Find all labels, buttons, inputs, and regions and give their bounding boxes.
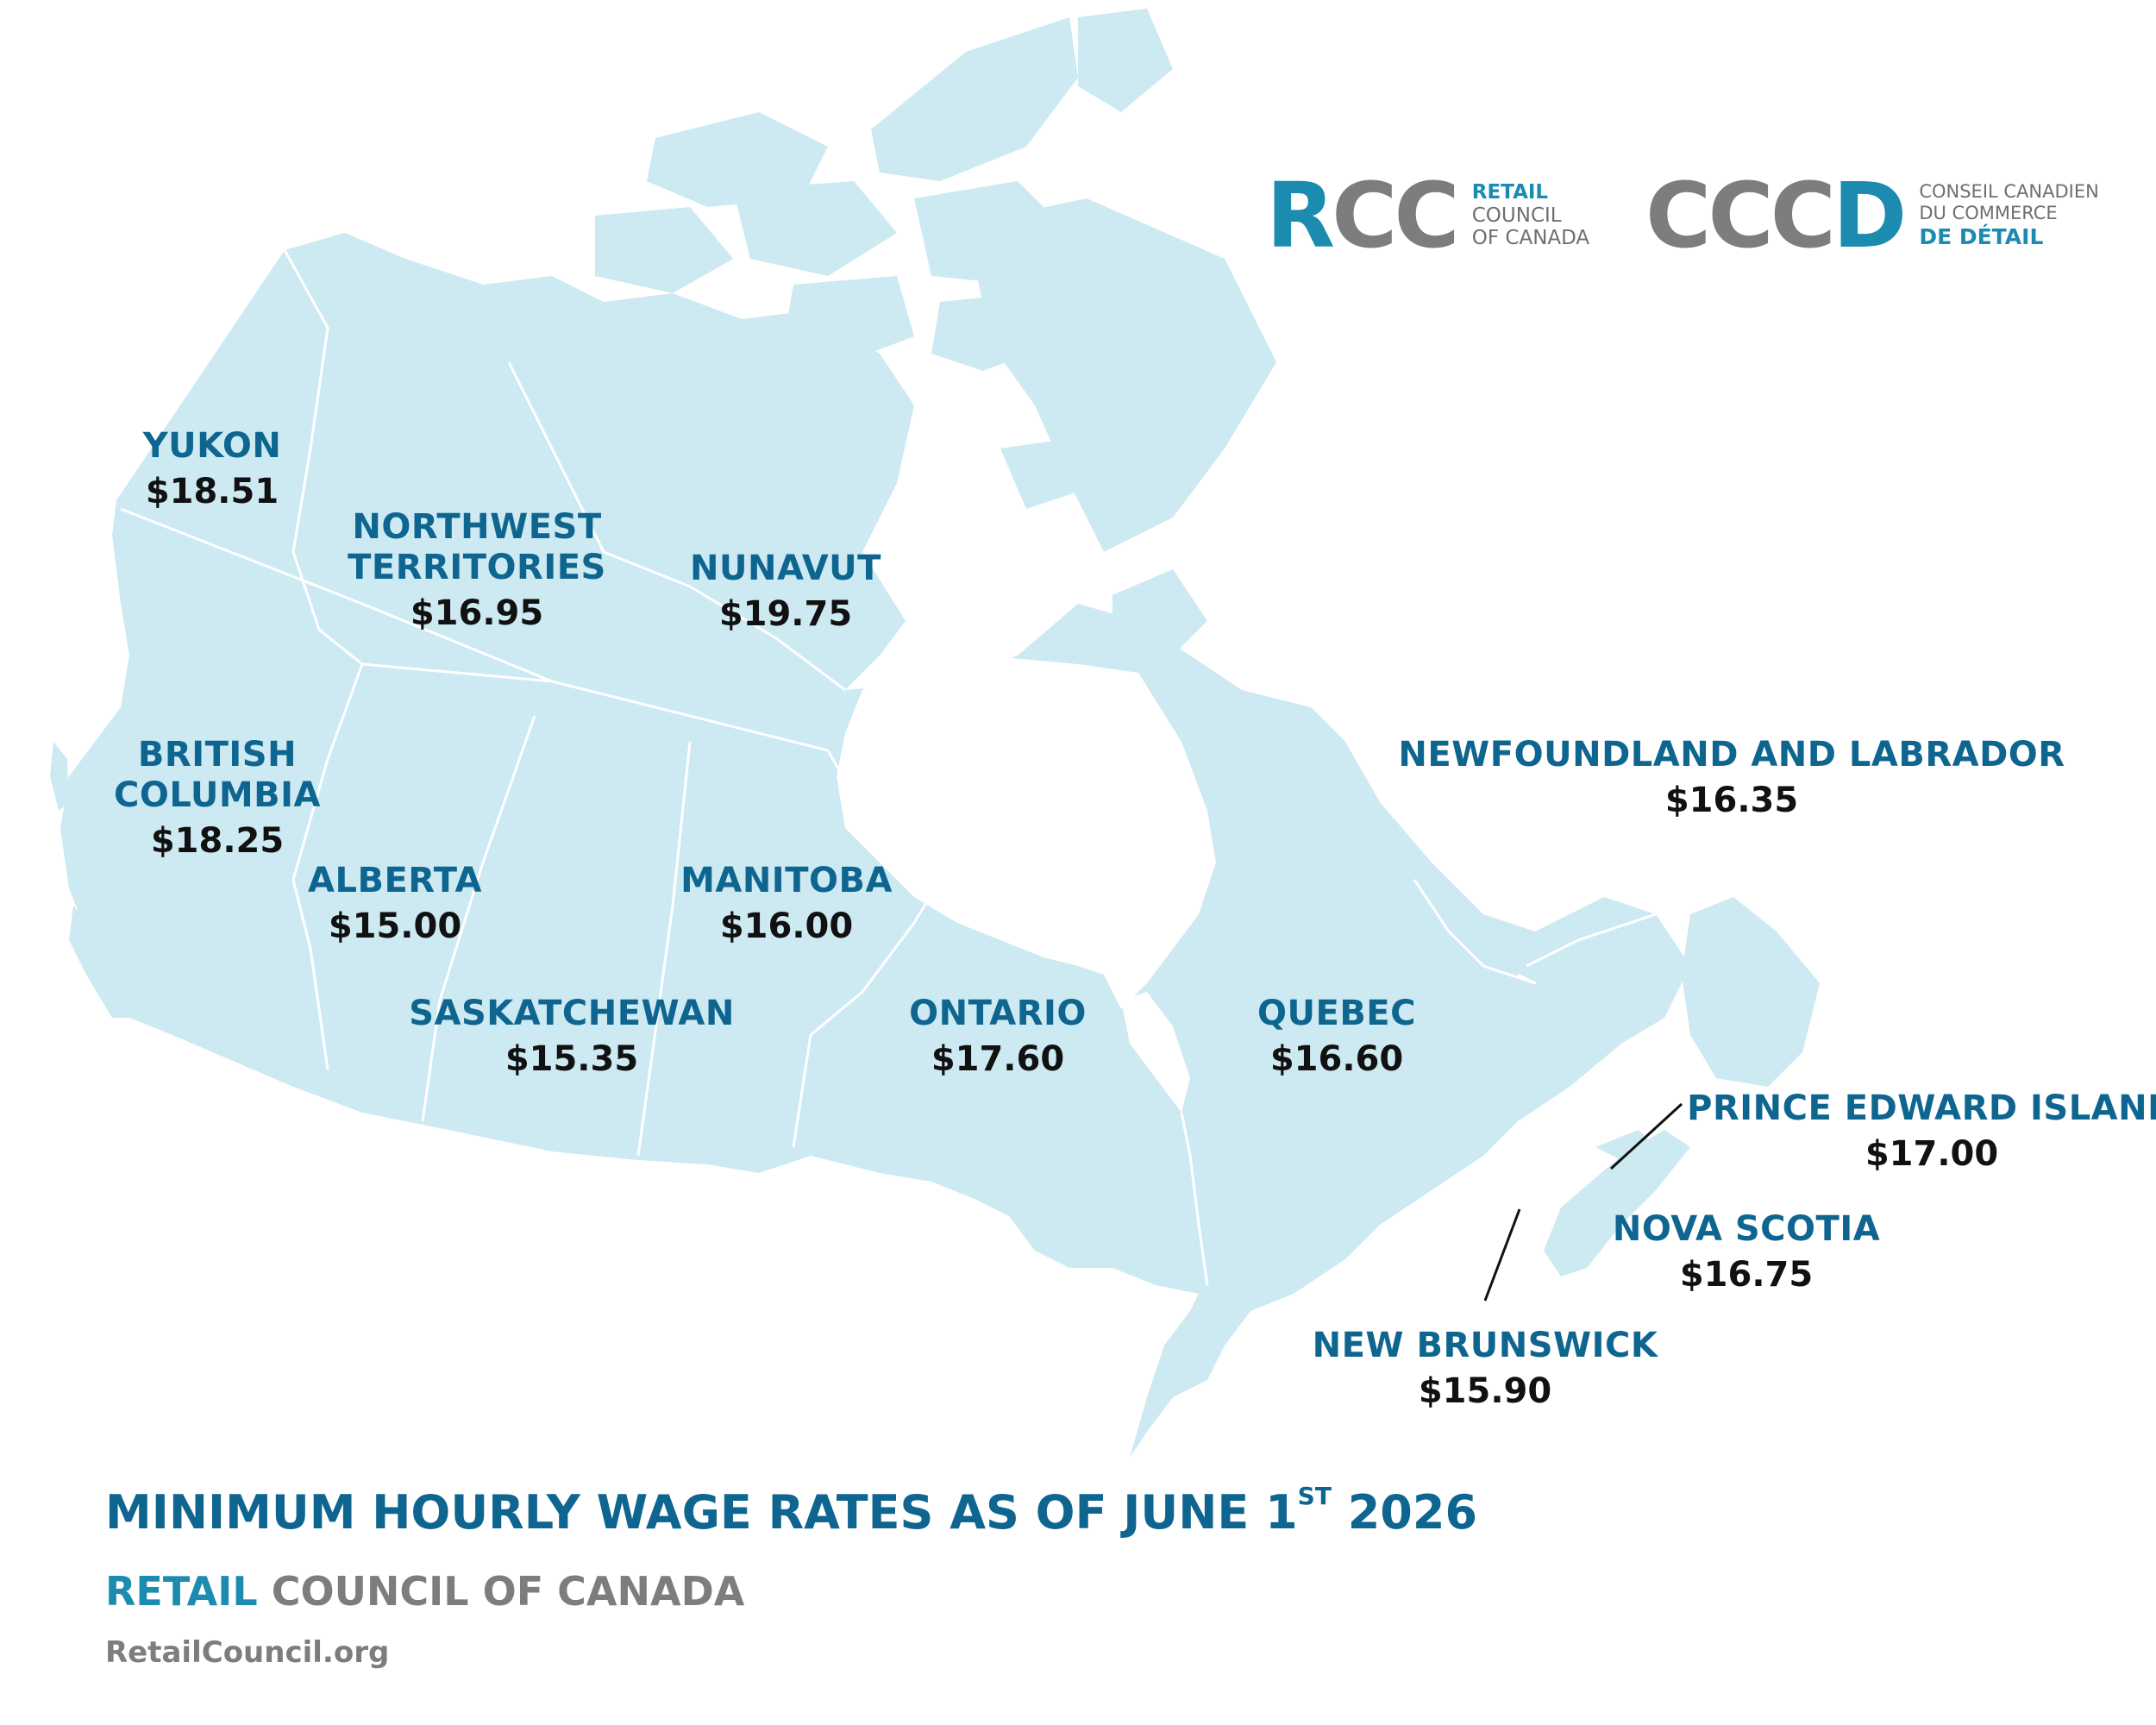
- province-rate: $18.51: [145, 472, 279, 512]
- province-rate: $16.00: [719, 906, 854, 947]
- vancouver-island: [69, 906, 129, 1018]
- province-rate: $16.75: [1679, 1255, 1814, 1295]
- label-yukon: YUKON $18.51: [143, 426, 282, 512]
- label-prince-edward-island: PRINCE EDWARD ISLAND $17.00: [1687, 1088, 2156, 1175]
- cccd-logo-d: D: [1832, 163, 1907, 268]
- website-url: RetailCouncil.org: [105, 1635, 390, 1670]
- rcc-logo-r: R: [1266, 163, 1335, 268]
- label-manitoba: MANITOBA $16.00: [680, 861, 893, 947]
- province-name: ALBERTA: [308, 861, 482, 900]
- label-ontario: ONTARIO $17.60: [909, 994, 1087, 1080]
- province-name: PRINCE EDWARD ISLAND: [1687, 1088, 2156, 1128]
- province-name: NOVA SCOTIA: [1612, 1209, 1881, 1249]
- pei-shape: [1595, 1130, 1656, 1160]
- province-name: NEWFOUNDLAND AND LABRADOR: [1398, 735, 2065, 775]
- province-name: YUKON: [142, 426, 282, 466]
- rcc-logo-line2: COUNCIL: [1471, 204, 1562, 227]
- province-name: QUEBEC: [1257, 994, 1416, 1033]
- province-name: MANITOBA: [680, 861, 893, 900]
- label-quebec: QUEBEC $16.60: [1257, 994, 1416, 1080]
- province-rate: $15.35: [505, 1039, 639, 1080]
- province-name: ONTARIO: [909, 994, 1087, 1033]
- label-new-brunswick: NEW BRUNSWICK $15.90: [1313, 1326, 1658, 1412]
- organization-name: RETAIL COUNCIL OF CANADA: [105, 1568, 744, 1615]
- province-name: SASKATCHEWAN: [409, 994, 735, 1033]
- cccd-logo: CCCD CONSEIL CANADIEN DU COMMERCE DE DÉT…: [1645, 171, 2099, 260]
- province-name-line2: TERRITORIES: [348, 548, 606, 588]
- province-name: NUNAVUT: [690, 549, 881, 588]
- newfoundland-island: [1682, 897, 1820, 1087]
- label-alberta: ALBERTA $15.00: [308, 861, 482, 947]
- page-title: MINIMUM HOURLY WAGE RATES AS OF JUNE 1ST…: [105, 1482, 1478, 1540]
- org-council: COUNCIL OF CANADA: [257, 1568, 745, 1615]
- province-name-line2: COLUMBIA: [113, 775, 322, 816]
- province-rate: $17.00: [1865, 1134, 1999, 1175]
- province-rate: $16.35: [1664, 781, 1799, 821]
- rcc-logo-line3: OF CANADA: [1471, 227, 1590, 250]
- province-rate: $15.90: [1418, 1371, 1552, 1412]
- arctic-islands: [595, 9, 1276, 664]
- label-british-columbia: BRITISH COLUMBIA $18.25: [114, 735, 321, 862]
- province-rate: $19.75: [718, 594, 853, 635]
- label-northwest-territories: NORTHWEST TERRITORIES $16.95: [348, 507, 606, 635]
- pei-leader-line: [1609, 1102, 1683, 1170]
- label-nova-scotia: NOVA SCOTIA $16.75: [1613, 1209, 1880, 1295]
- label-saskatchewan: SASKATCHEWAN $15.35: [409, 994, 735, 1080]
- cccd-logo-line1: CONSEIL CANADIEN: [1919, 181, 2099, 203]
- hudson-bay: [837, 656, 1216, 1009]
- nb-leader-line: [1483, 1208, 1521, 1302]
- province-name: BRITISH: [137, 735, 298, 775]
- label-nunavut: NUNAVUT $19.75: [690, 549, 881, 635]
- haida-gwaii: [50, 742, 69, 811]
- province-rate: $18.25: [150, 821, 285, 862]
- cccd-logo-line2: DU COMMERCE: [1919, 203, 2058, 224]
- province-rate: $17.60: [931, 1039, 1065, 1080]
- nova-scotia-shape: [1544, 1130, 1690, 1276]
- rcc-logo: RCC RETAIL COUNCIL OF CANADA: [1266, 171, 1589, 260]
- cccd-logo-ccc: CCC: [1645, 163, 1836, 268]
- cccd-logo-line3: DE DÉTAIL: [1919, 224, 2044, 250]
- province-rate: $15.00: [328, 906, 462, 947]
- province-name: NEW BRUNSWICK: [1312, 1326, 1658, 1365]
- province-rate: $16.60: [1269, 1039, 1404, 1080]
- org-retail: RETAIL: [105, 1568, 258, 1615]
- province-name: NORTHWEST: [352, 507, 602, 547]
- label-newfoundland-and-labrador: NEWFOUNDLAND AND LABRADOR $16.35: [1398, 735, 2065, 821]
- rcc-logo-line1: RETAIL: [1471, 181, 1549, 204]
- province-rate: $16.95: [410, 593, 544, 634]
- provincial-borders: [120, 249, 1657, 1286]
- rcc-logo-cc: CC: [1332, 163, 1460, 268]
- title-superscript: ST: [1297, 1482, 1332, 1510]
- title-main: MINIMUM HOURLY WAGE RATES AS OF JUNE 1: [105, 1485, 1298, 1540]
- title-year: 2026: [1331, 1485, 1478, 1540]
- james-bay: [1121, 992, 1190, 1113]
